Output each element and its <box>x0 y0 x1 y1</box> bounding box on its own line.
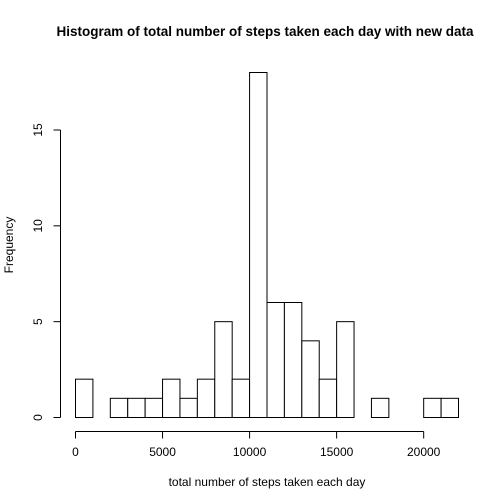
histogram-bar <box>318 378 338 419</box>
histogram-bar <box>75 378 94 419</box>
bars-group <box>75 72 459 419</box>
x-tick-label: 5000 <box>149 445 176 459</box>
histogram-bar <box>249 72 268 418</box>
histogram-bar <box>144 397 164 418</box>
histogram-bar <box>266 302 285 418</box>
x-tick-label: 15000 <box>320 445 354 459</box>
histogram-bar <box>336 321 355 419</box>
x-axis: 0 5000 10000 15000 20000 <box>72 431 441 459</box>
y-tick-label: 10 <box>31 219 45 233</box>
histogram-bar <box>127 397 146 418</box>
histogram-bar <box>109 397 129 418</box>
histogram-bar <box>179 397 198 418</box>
histogram-bar <box>440 397 459 418</box>
y-tick-label: 15 <box>31 123 45 137</box>
histogram-bar <box>301 340 320 418</box>
histogram-bar <box>162 378 181 419</box>
histogram-bar <box>231 378 251 419</box>
x-axis-label: total number of steps taken each day <box>169 475 366 489</box>
y-tick-label: 0 <box>31 414 45 421</box>
histogram-bar <box>423 397 442 418</box>
histogram-bar <box>283 302 303 418</box>
y-tick-label: 5 <box>31 318 45 325</box>
x-tick-label: 0 <box>72 445 79 459</box>
y-axis-label: Frequency <box>2 217 16 274</box>
chart-title: Histogram of total number of steps taken… <box>56 24 474 39</box>
histogram-bar <box>370 397 390 418</box>
histogram-bar <box>196 378 216 419</box>
histogram-bar <box>214 321 233 419</box>
x-tick-label: 20000 <box>407 445 441 459</box>
y-axis: 0 5 10 15 <box>31 123 61 421</box>
x-tick-label: 10000 <box>233 445 267 459</box>
